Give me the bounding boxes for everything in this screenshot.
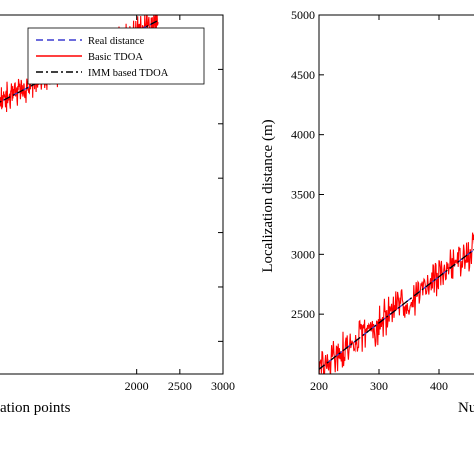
y-tick-label: 2500 [291,307,315,321]
x-tick-label: 2500 [168,379,192,393]
x-tick-label: 300 [370,379,388,393]
x-tick-label: 400 [430,379,448,393]
right-chart-panel: 200 300 400 2500 3000 3500 4000 4500 5000 Nu Loc… [260,8,474,416]
plot-frame [0,14,224,375]
right-x-axis-label: Nu [458,400,474,416]
y-tick-label: 5000 [291,8,315,22]
series-line-real-distance [319,248,474,370]
y-tick-label: 3500 [291,188,315,202]
x-tick-label: 2000 [125,379,149,393]
plot-frame [318,14,474,375]
x-tick-label: 200 [310,379,328,393]
series-line-basic-tdoa [319,232,474,374]
legend-label: IMM based TDOA [88,68,169,79]
x-tick-label: 3000 [211,379,235,393]
left-x-axis-label: ation points [0,400,71,416]
left-chart-panel: Real distance Basic TDOA IMM based TDOA 20… [0,14,235,416]
right-y-axis-label: Localization distance (m) [260,119,276,272]
legend-label: Basic TDOA [88,52,143,63]
legend-label: Real distance [88,36,145,47]
y-tick-label: 4000 [291,128,315,142]
right-plot-area [319,232,474,374]
left-axes: 2000 2500 3000 [0,14,235,393]
right-axes: 200 300 400 2500 3000 3500 4000 4500 5000 [291,8,474,393]
legend: Real distance Basic TDOA IMM based TDOA [27,27,205,85]
y-tick-label: 3000 [291,247,315,261]
y-tick-label: 4500 [291,68,315,82]
